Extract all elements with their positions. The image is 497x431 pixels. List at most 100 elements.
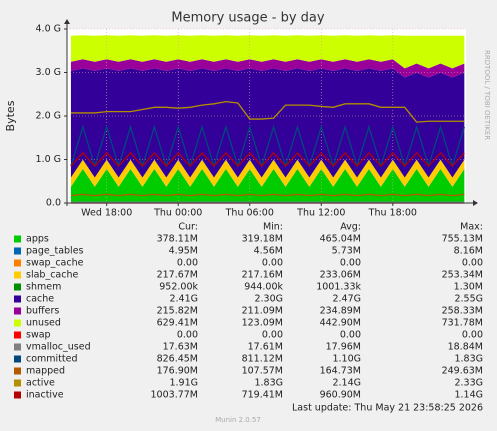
line-inactive xyxy=(70,152,465,167)
legend-stat: 0.00 xyxy=(262,330,283,341)
legend-stat: 811.12M xyxy=(242,354,283,365)
legend-swatch xyxy=(14,379,21,387)
area-buffers xyxy=(70,59,465,78)
legend-stat: 4.95M xyxy=(169,246,198,257)
stat-header: Avg: xyxy=(340,222,361,233)
legend-stat: 378.11M xyxy=(157,234,198,245)
legend-label: cache xyxy=(26,294,54,305)
legend-stat: 1.83G xyxy=(254,378,283,389)
version: Munin 2.0.57 xyxy=(215,416,261,424)
legend-stat: 17.63M xyxy=(163,342,198,353)
legend-stat: 0.00 xyxy=(340,258,361,269)
legend-stat: 123.09M xyxy=(242,318,283,329)
legend-stat: 465.04M xyxy=(320,234,361,245)
legend-stat: 211.09M xyxy=(242,306,283,317)
legend-stat: 249.63M xyxy=(442,366,483,377)
legend-stat: 826.45M xyxy=(157,354,198,365)
legend-stat: 164.73M xyxy=(320,366,361,377)
legend-stat: 629.41M xyxy=(157,318,198,329)
legend-stat: 0.00 xyxy=(262,258,283,269)
legend-swatch xyxy=(14,343,21,351)
area-slab-cache xyxy=(70,159,465,187)
y-tick-label: 0.0 xyxy=(46,198,61,209)
legend-swatch xyxy=(14,331,21,339)
legend-stat: 1.30M xyxy=(454,282,483,293)
legend-swatch xyxy=(14,235,21,243)
legend-swatch xyxy=(14,295,21,303)
legend-stat: 2.33G xyxy=(454,378,483,389)
legend-swatch xyxy=(14,283,21,291)
legend-stat: 0.00 xyxy=(340,330,361,341)
legend-stat: 107.57M xyxy=(242,366,283,377)
legend-stat: 719.41M xyxy=(242,390,283,401)
legend-stat: 17.61M xyxy=(248,342,283,353)
legend-stat: 944.00k xyxy=(244,282,283,293)
y-tick-label: 1.0 G xyxy=(36,154,62,165)
chart-title: Memory usage - by day xyxy=(171,11,324,26)
legend-stat: 258.33M xyxy=(442,306,483,317)
legend-label: unused xyxy=(26,318,61,329)
legend-stat: 319.18M xyxy=(242,234,283,245)
legend-stat: 217.67M xyxy=(157,270,198,281)
legend-swatch xyxy=(14,307,21,315)
legend-label: buffers xyxy=(26,306,59,317)
legend-stat: 1001.33k xyxy=(316,282,361,293)
legend: Cur: Min: Avg: Max: apps 378.11M 319.18M 465.04… xyxy=(14,222,483,401)
line-committed xyxy=(70,124,465,169)
y-tick-label: 4.0 G xyxy=(36,24,62,35)
footer: Last update: Thu May 21 23:58:25 2026 xyxy=(292,403,483,414)
legend-stat: 5.73M xyxy=(332,246,361,257)
legend-stat: 2.14G xyxy=(332,378,361,389)
area-page-tables xyxy=(70,168,465,187)
x-axis-arrow xyxy=(473,200,478,206)
legend-stat: 253.34M xyxy=(442,270,483,281)
legend-stat: 176.90M xyxy=(157,366,198,377)
legend-swatch xyxy=(14,355,21,363)
legend-label: swap_cache xyxy=(26,258,84,269)
legend-stat: 1.14G xyxy=(454,390,483,401)
legend-label: committed xyxy=(26,354,78,365)
legend-swatch xyxy=(14,319,21,327)
x-tick-label: Thu 18:00 xyxy=(368,208,417,219)
legend-stat: 731.78M xyxy=(442,318,483,329)
line-mapped xyxy=(70,193,465,197)
legend-stat: 2.55G xyxy=(454,294,483,305)
legend-stat: 755.13M xyxy=(442,234,483,245)
legend-label: swap xyxy=(26,330,51,341)
legend-stat: 952.00k xyxy=(159,282,198,293)
legend-stat: 233.06M xyxy=(320,270,361,281)
legend-stat: 0.00 xyxy=(462,258,483,269)
stat-header: Max: xyxy=(460,222,483,233)
y-axis-arrow xyxy=(64,19,70,24)
y-tick-label: 3.0 G xyxy=(36,67,62,78)
plot xyxy=(67,28,466,204)
x-tick-label: Thu 06:00 xyxy=(225,208,274,219)
legend-stat: 17.96M xyxy=(326,342,361,353)
x-tick-label: Wed 18:00 xyxy=(81,208,132,219)
legend-stat: 2.30G xyxy=(254,294,283,305)
legend-stat: 0.00 xyxy=(462,330,483,341)
legend-label: slab_cache xyxy=(26,270,78,281)
legend-stat: 1003.77M xyxy=(151,390,198,401)
x-tick-label: Thu 00:00 xyxy=(153,208,202,219)
legend-stat: 1.10G xyxy=(332,354,361,365)
legend-stat: 2.41G xyxy=(169,294,198,305)
area-cache xyxy=(70,68,465,178)
legend-stat: 217.16M xyxy=(242,270,283,281)
legend-stat: 215.82M xyxy=(157,306,198,317)
legend-stat: 4.56M xyxy=(254,246,283,257)
legend-label: vmalloc_used xyxy=(26,342,91,353)
legend-swatch xyxy=(14,391,21,399)
legend-stat: 8.16M xyxy=(454,246,483,257)
legend-stat: 960.90M xyxy=(320,390,361,401)
legend-stat: 234.89M xyxy=(320,306,361,317)
legend-swatch xyxy=(14,367,21,375)
legend-stat: 442.90M xyxy=(320,318,361,329)
legend-stat: 1.83G xyxy=(454,354,483,365)
area-shmem xyxy=(70,159,465,178)
area-unused xyxy=(70,35,465,69)
line-active xyxy=(70,100,465,123)
stat-header: Min: xyxy=(263,222,283,233)
legend-swatch xyxy=(14,247,21,255)
